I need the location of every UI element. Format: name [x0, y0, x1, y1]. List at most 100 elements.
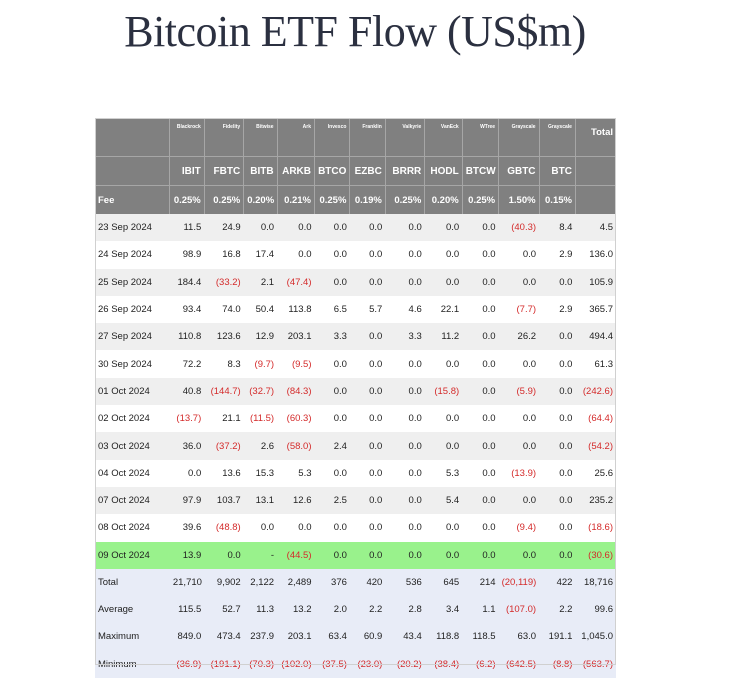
flow-value: 0.0	[349, 432, 386, 460]
issuer-name: Ark	[277, 118, 316, 157]
flow-value: 0.0	[462, 541, 499, 569]
flow-value: 0.0	[424, 514, 463, 542]
flow-value: 24.9	[204, 214, 244, 242]
flow-value: 0.0	[539, 432, 576, 460]
stats-value: 376	[314, 568, 350, 597]
flow-value: 8.3	[204, 350, 244, 378]
flow-value: 105.9	[575, 268, 616, 296]
flow-value: 0.0	[424, 541, 463, 569]
flow-value: 0.0	[314, 350, 350, 378]
stats-value: 63.4	[314, 623, 350, 651]
fee-value: 0.25%	[204, 185, 245, 214]
flow-value: (84.3)	[277, 377, 315, 406]
stats-value: 3.4	[424, 596, 463, 624]
flow-value: (9.5)	[277, 350, 315, 378]
flow-value: 0.0	[424, 432, 463, 460]
flow-value: 123.6	[204, 323, 244, 351]
table-row: 26 Sep 2024 93.4 74.0 50.4 113.8 6.5 5.7 4.6 22.…	[95, 295, 616, 324]
stats-value: 203.1	[277, 623, 315, 651]
stats-value: 52.7	[204, 596, 244, 624]
stats-value: 21,710	[169, 568, 205, 597]
table-row: 04 Oct 2024 0.0 13.6 15.3 5.3 0.0 0.0 0.0 5.3 0.0…	[95, 459, 616, 487]
flow-value: 0.0	[314, 459, 350, 487]
flow-value: (64.4)	[575, 405, 616, 433]
flow-value: 11.5	[169, 214, 205, 242]
issuer-name: Grayscale	[498, 118, 540, 157]
flow-value: 0.0	[204, 541, 244, 569]
issuer-name: Blackrock	[169, 118, 205, 157]
flow-value: 26.2	[498, 323, 540, 351]
flow-value: 16.8	[204, 241, 244, 269]
flow-value: 40.8	[169, 377, 205, 406]
flow-value: 2.9	[539, 295, 576, 324]
flow-value: 93.4	[169, 295, 205, 324]
flow-value: 0.0	[314, 214, 350, 242]
flow-value: 0.0	[539, 350, 576, 378]
flow-value: (37.2)	[204, 432, 244, 460]
stats-value: 118.5	[462, 623, 499, 651]
flow-value: 0.0	[424, 350, 463, 378]
stats-value: 2.2	[349, 596, 386, 624]
flow-value: 0.0	[314, 405, 350, 433]
row-date: 26 Sep 2024	[95, 295, 170, 324]
flow-value: 0.0	[462, 323, 499, 351]
stats-value: 9,902	[204, 568, 244, 597]
stats-row: Total 21,710 9,902 2,122 2,489 376 420 536 645 21…	[95, 568, 616, 597]
flow-value: 0.0	[349, 323, 386, 351]
flow-value: 0.0	[385, 486, 425, 515]
etf-flow-table: Blackrock Fidelity Bitwise Ark Invesco Frankl…	[95, 118, 616, 678]
fee-value: 0.25%	[462, 185, 500, 214]
flow-value: 0.0	[349, 241, 386, 269]
flow-value: 0.0	[349, 486, 386, 515]
flow-value: 0.0	[349, 214, 386, 242]
flow-value: 11.2	[424, 323, 463, 351]
flow-value: (13.7)	[169, 405, 205, 433]
issuer-name: VanEck	[424, 118, 463, 157]
fee-total-cell	[575, 185, 616, 214]
flow-value: (5.9)	[498, 377, 540, 406]
flow-value: (7.7)	[498, 295, 540, 324]
flow-value: 74.0	[204, 295, 244, 324]
page-title: Bitcoin ETF Flow (US$m)	[124, 7, 586, 56]
flow-value: (9.4)	[498, 514, 540, 542]
stats-value: 473.4	[204, 623, 244, 651]
flow-value: 0.0	[277, 514, 315, 542]
flow-value: 0.0	[498, 486, 540, 515]
flow-value: 3.3	[385, 323, 425, 351]
stats-value: 2,122	[243, 568, 278, 597]
stats-value: 214	[462, 568, 499, 597]
stats-value: 2.0	[314, 596, 350, 624]
stats-value: 118.8	[424, 623, 463, 651]
issuer-name: Fidelity	[204, 118, 245, 157]
flow-value: 0.0	[539, 323, 576, 351]
table-row: 23 Sep 2024 11.5 24.9 0.0 0.0 0.0 0.0 0.0 0.0 0.0…	[95, 214, 616, 242]
table-row: 27 Sep 2024 110.8 123.6 12.9 203.1 3.3 0.0 3.3 1…	[95, 323, 616, 351]
flow-value: 36.0	[169, 432, 205, 460]
flow-value: 0.0	[539, 268, 576, 296]
flow-value: 13.6	[204, 459, 244, 487]
stats-value: 645	[424, 568, 463, 597]
flow-value: 6.5	[314, 295, 350, 324]
stats-value: 536	[385, 568, 425, 597]
flow-value: (44.5)	[277, 541, 315, 569]
flow-value: (40.3)	[498, 214, 540, 242]
flow-value: 0.0	[314, 377, 350, 406]
stats-value: (20,119)	[498, 568, 540, 597]
row-date: 23 Sep 2024	[95, 214, 170, 242]
flow-value: (33.2)	[204, 268, 244, 296]
row-date: 02 Oct 2024	[95, 405, 170, 433]
flow-value: 0.0	[349, 541, 386, 569]
flow-value: 3.3	[314, 323, 350, 351]
table-row: 09 Oct 2024 13.9 0.0- (44.5) 0.0 0.0 0.0 0.0 0.0…	[95, 541, 616, 569]
stats-value: 99.6	[575, 596, 616, 624]
flow-value: 39.6	[169, 514, 205, 542]
table-row: 02 Oct 2024 (13.7) 21.1 (11.5) (60.3) 0.0 0.0 0…	[95, 405, 616, 433]
table-row: 03 Oct 2024 36.0 (37.2) 2.6 (58.0) 2.4 0.0 0.0 0…	[95, 432, 616, 460]
flow-value: 0.0	[385, 514, 425, 542]
stats-value: 1,045.0	[575, 623, 616, 651]
flow-value: 184.4	[169, 268, 205, 296]
table-row: 24 Sep 2024 98.9 16.8 17.4 0.0 0.0 0.0 0.0 0.0 0.…	[95, 241, 616, 269]
table-body: Blackrock Fidelity Bitwise Ark Invesco Frankl…	[95, 118, 616, 678]
stats-value: 420	[349, 568, 386, 597]
flow-value: (60.3)	[277, 405, 315, 433]
